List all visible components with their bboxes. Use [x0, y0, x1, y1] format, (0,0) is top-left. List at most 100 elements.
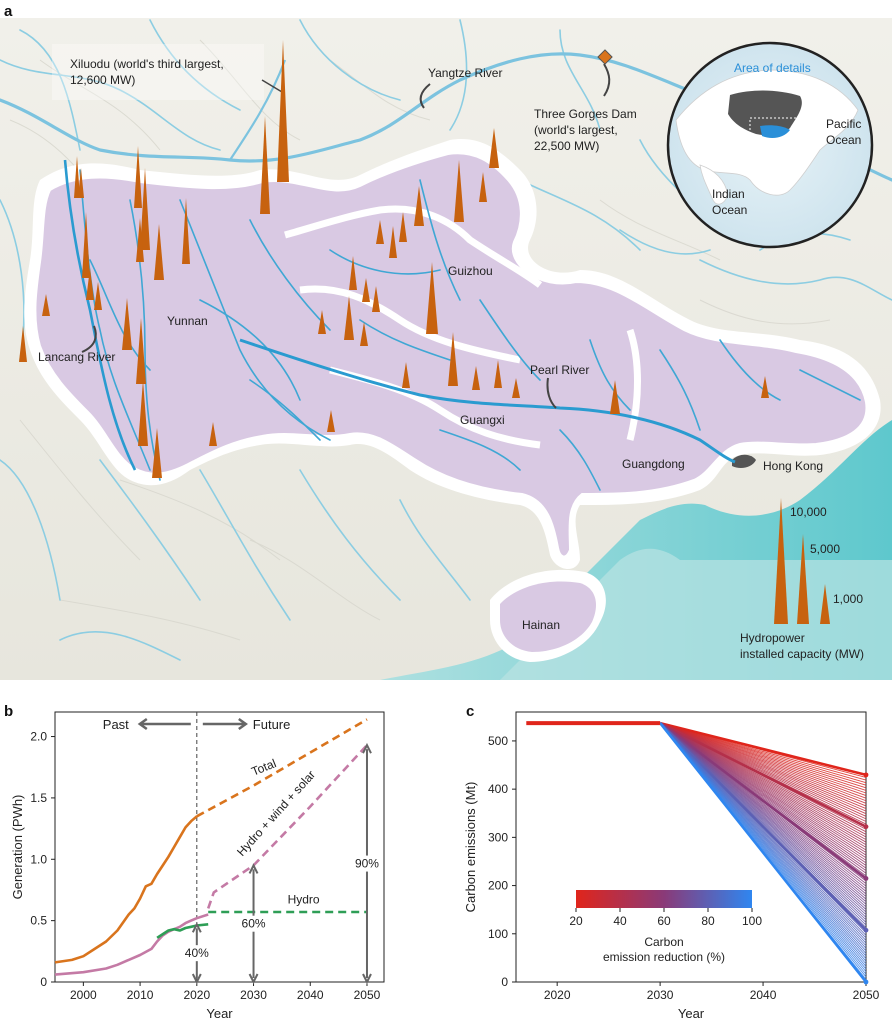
globe-pacific-2: Ocean: [826, 133, 861, 147]
chart-b: 2000 2010 2020 2030 2040 2050 0 0.5 1.0 1.5 2.0 Yea…: [10, 711, 385, 1021]
region-rivers: [79, 169, 861, 491]
station-spike: [344, 296, 354, 340]
chart-b-annotation-bg: [351, 855, 382, 872]
three-gorges-label-1: Three Gorges Dam: [534, 107, 637, 121]
chart-c-colorbar-tick-label: 60: [657, 914, 671, 928]
station-spike: [448, 332, 458, 386]
chart-c-scenario-end-marker: [863, 876, 869, 881]
chart-c-xlabel: Year: [678, 1006, 705, 1021]
region-label-guangxi: Guangxi: [460, 413, 505, 427]
three-gorges-label-2: (world's largest,: [534, 123, 618, 137]
three-gorges-leader: [603, 63, 611, 97]
chart-b-frame: [54, 711, 385, 983]
chart-c-ytick-label: 400: [488, 782, 508, 796]
chart-b-annotation-bg: [238, 915, 269, 932]
chart-b-annotation-head-down: [362, 973, 372, 985]
station-spike: [138, 380, 148, 446]
station-spike: [479, 172, 487, 202]
station-spike: [512, 378, 520, 398]
hainan-island: [500, 581, 596, 652]
station-spike: [19, 326, 27, 362]
station-spike: [94, 282, 102, 310]
station-spike: [389, 226, 397, 258]
chart-c-colorbar: [576, 890, 752, 908]
chart-c-xtick-label: 2050: [853, 988, 880, 1002]
station-spike: [362, 278, 370, 302]
capacity-legend: 10,000 5,000 1,000 Hydropower installed …: [740, 498, 864, 661]
station-spike: [610, 380, 620, 414]
lancang-leader: [81, 325, 97, 353]
station-spike: [414, 186, 424, 226]
chart-b-xtick-label: 2030: [240, 988, 267, 1002]
globe-indian-2: Ocean: [712, 203, 747, 217]
chart-b-ytick-label: 0: [40, 975, 47, 989]
station-spike: [318, 310, 326, 334]
globe-inset: Area of details Pacific Ocean Indian Oce…: [666, 41, 874, 249]
globe-india: [699, 164, 729, 205]
chart-b-ylabel: Generation (PWh): [10, 795, 25, 900]
legend-value-5000: 5,000: [810, 542, 840, 556]
chart-b-xtick-label: 2020: [183, 988, 210, 1002]
region-label-yunnan: Yunnan: [167, 314, 208, 328]
map: Area of details Pacific Ocean Indian Oce…: [0, 18, 892, 680]
terrain-texture: [9, 39, 831, 641]
chart-b-annotation-label: 90%: [355, 857, 379, 871]
globe-pacific-1: Pacific: [826, 117, 861, 131]
station-spike: [182, 198, 190, 264]
chart-b-label-hydro: Hydro: [288, 892, 320, 906]
chart-c-colorbar-title-2: emission reduction (%): [603, 950, 725, 964]
chart-c-colorbar-tick-label: 40: [613, 914, 627, 928]
legend-spike-5000: [797, 534, 809, 624]
station-spike: [472, 366, 480, 390]
chart-b-ytick-label: 2.0: [30, 730, 47, 744]
region-boundary-guizhou: [284, 205, 543, 364]
station-spike: [136, 318, 146, 384]
region-label-guangdong: Guangdong: [622, 457, 685, 471]
xiluodu-label-1: Xiluodu (world's third largest,: [70, 57, 224, 71]
chart-c-colorbar-tick-label: 100: [742, 914, 762, 928]
station-spike: [82, 212, 90, 278]
station-spike: [74, 156, 80, 198]
pearl-label: Pearl River: [530, 363, 589, 377]
region-label-guizhou: Guizhou: [448, 264, 493, 278]
station-spike: [327, 410, 335, 432]
chart-b-xtick-label: 2050: [354, 988, 381, 1002]
station-spike: [136, 218, 144, 262]
chart-b-annotation-head-up: [248, 863, 259, 874]
xiluodu-label-bg: [52, 44, 264, 100]
chart-b-annotation-bg: [181, 945, 212, 962]
chart-b-xtick-label: 2000: [70, 988, 97, 1002]
chart-b-series-hydro-wind-solar-projected: [206, 744, 368, 909]
chart-b-annotation-head-up: [191, 922, 202, 933]
station-spike: [426, 262, 438, 334]
chart-b-past-label: Past: [103, 717, 129, 732]
legend-spike-1000: [820, 584, 830, 624]
chart-b-annotation-head-up: [362, 742, 372, 754]
station-spike: [152, 428, 162, 478]
station-spike: [489, 128, 499, 168]
chart-b-annotation-label: 60%: [242, 917, 266, 931]
chart-c-ytick-label: 200: [488, 879, 508, 893]
chart-c-colorbar-tick-label: 80: [701, 914, 715, 928]
chart-b-series-total-projected: [196, 718, 368, 818]
station-spike: [349, 256, 357, 290]
three-gorges-marker: [597, 49, 613, 65]
station-spike: [360, 322, 368, 346]
yangtze-leader: [419, 83, 431, 109]
station-spike: [277, 40, 289, 182]
station-spike: [494, 360, 502, 388]
station-spike: [134, 146, 142, 208]
station-spike: [42, 294, 50, 316]
legend-value-10000: 10,000: [790, 505, 827, 519]
pearl-river: [239, 338, 736, 464]
chart-c-xtick-label: 2030: [647, 988, 674, 1002]
chart-b-series-total-historical: [54, 815, 198, 964]
globe-south-china: [760, 125, 790, 138]
legend-value-1000: 1,000: [833, 592, 863, 606]
yangtze-branch: [229, 59, 287, 161]
chart-c-ytick-label: 0: [501, 975, 508, 989]
station-spike: [78, 168, 84, 198]
station-spike: [402, 362, 410, 388]
chart-c-ylabel: Carbon emissions (Mt): [463, 782, 478, 913]
xiluodu-label-2: 12,600 MW): [70, 73, 135, 87]
